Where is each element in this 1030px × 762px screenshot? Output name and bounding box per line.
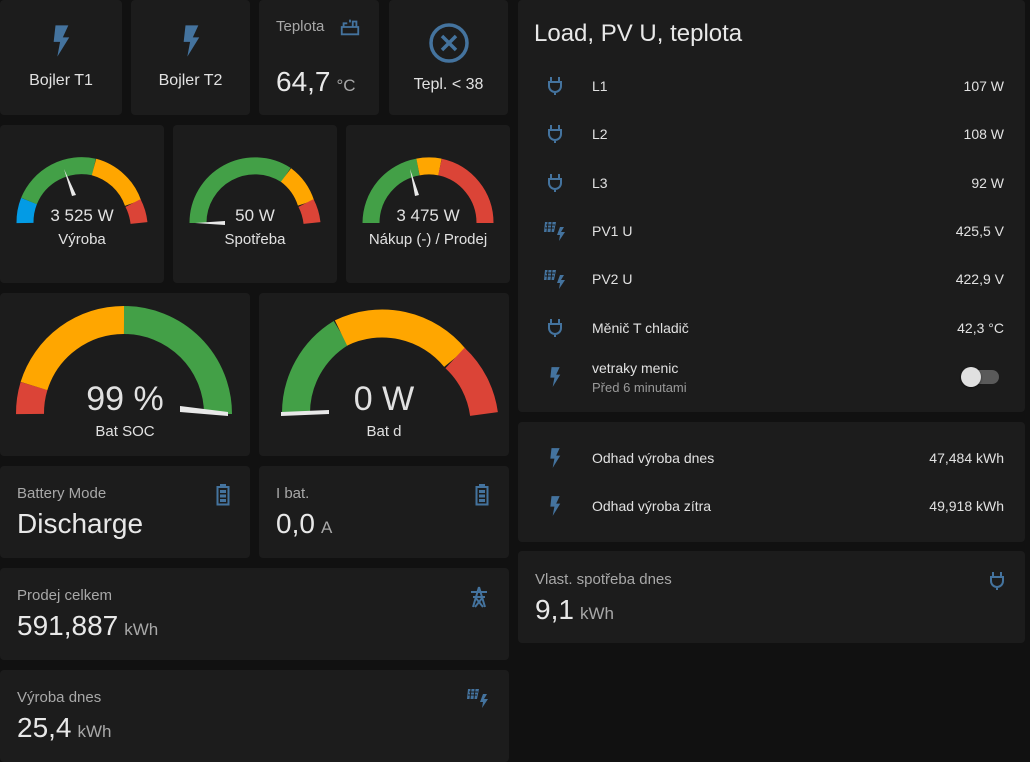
sensor-name: Battery Mode: [17, 485, 107, 502]
entity-name: Měnič T chladič: [592, 320, 689, 336]
gauge-label: Nákup (-) / Prodej: [368, 231, 488, 248]
sensor-name: Vlast. spotřeba dnes: [535, 571, 672, 588]
power-plug-icon: [542, 73, 568, 99]
sensor-value: 9,1 kWh: [535, 594, 614, 625]
entity-name: L3: [592, 175, 608, 191]
solar-power-icon: [542, 266, 568, 292]
power-plug-icon: [542, 121, 568, 147]
entity-name: PV1 U: [592, 223, 633, 239]
gauge-label: Bat SOC: [95, 423, 155, 440]
entity-value: 422,9 V: [955, 271, 1004, 287]
card-title: Load, PV U, teplota: [534, 20, 743, 47]
entity-row-menic-t[interactable]: Měnič T chladič 42,3 °C: [518, 304, 1025, 352]
entity-last-changed: Před 6 minutami: [592, 379, 687, 395]
gauge-label: Výroba: [58, 231, 106, 248]
prodej-celkem-card[interactable]: Prodej celkem 591,887 kWh: [0, 568, 509, 660]
gauge-label: Bat d: [366, 423, 402, 440]
gauge-value: 0 W: [353, 380, 415, 418]
entity-name: Odhad výroba zítra: [592, 498, 712, 514]
entity-row-l2[interactable]: L2 108 W: [518, 110, 1025, 158]
flash-icon: [0, 24, 122, 58]
entity-name: vetraky menic: [592, 359, 679, 376]
gauge-svg: [189, 157, 321, 225]
gauge-vyroba[interactable]: 3 525 W Výroba: [0, 125, 164, 283]
gauge-svg: [16, 157, 148, 225]
gauge-bat-soc[interactable]: 99 % Bat SOC: [0, 293, 250, 456]
gauge-spotreba[interactable]: 50 W Spotřeba: [173, 125, 337, 283]
power-plug-icon: [989, 571, 1005, 596]
vetraky-toggle[interactable]: [961, 367, 999, 387]
entity-row-l3[interactable]: L3 92 W: [518, 159, 1025, 207]
gauge-value: 3 525 W: [50, 206, 114, 225]
power-plug-icon: [542, 315, 568, 341]
entity-value: 107 W: [963, 78, 1004, 94]
vlast-spotreba-card[interactable]: Vlast. spotřeba dnes 9,1 kWh: [518, 551, 1025, 643]
solar-power-icon: [542, 218, 568, 244]
entity-name: Odhad výroba dnes: [592, 450, 715, 466]
battery-mode-card[interactable]: Battery Mode Discharge: [0, 466, 250, 558]
entity-value: 49,918 kWh: [929, 498, 1004, 514]
entity-name-block: vetraky menic Před 6 minutami: [592, 360, 687, 395]
sensor-value: 591,887 kWh: [17, 610, 159, 641]
entity-row-vetraky[interactable]: vetraky menic Před 6 minutami: [518, 353, 1025, 401]
entity-row-odhad-dnes[interactable]: Odhad výroba dnes 47,484 kWh: [518, 434, 1025, 482]
entity-value: 425,5 V: [955, 223, 1004, 239]
button-label: Tepl. < 38: [413, 76, 484, 93]
gauge-svg: [362, 157, 494, 224]
gauge-value: 50 W: [235, 206, 275, 225]
vyroba-dnes-card[interactable]: Výroba dnes 25,4 kWh: [0, 670, 509, 762]
button-label: Bojler T1: [29, 72, 93, 89]
entity-value: 92 W: [971, 175, 1004, 191]
sensor-name: Prodej celkem: [17, 587, 113, 604]
battery-icon: [475, 484, 489, 511]
gauge-bat-d[interactable]: 0 W Bat d: [259, 293, 509, 456]
flash-icon: [131, 24, 250, 58]
close-circle-icon: [389, 22, 508, 64]
power-plug-icon: [542, 170, 568, 196]
gauge-label: Spotřeba: [224, 231, 286, 248]
gauge-svg: [281, 309, 498, 417]
entity-name: L2: [592, 126, 608, 142]
entity-value: 108 W: [963, 126, 1004, 142]
sensor-value: Discharge: [17, 508, 144, 539]
bojler-t2-button[interactable]: Bojler T2: [131, 0, 250, 115]
entity-value: 47,484 kWh: [929, 450, 1004, 466]
gauge-nakup-prodej[interactable]: 3 475 W Nákup (-) / Prodej: [346, 125, 510, 283]
sensor-name: I bat.: [276, 485, 310, 502]
button-label: Bojler T2: [158, 72, 223, 89]
gauge-value: 99 %: [86, 380, 164, 418]
tepl-38-button[interactable]: Tepl. < 38: [389, 0, 508, 115]
solar-power-icon: [467, 688, 489, 713]
entity-row-l1[interactable]: L1 107 W: [518, 62, 1025, 110]
sensor-name: Výroba dnes: [17, 689, 102, 706]
sensor-value: 25,4 kWh: [17, 712, 112, 743]
entity-row-odhad-zitra[interactable]: Odhad výroba zítra 49,918 kWh: [518, 482, 1025, 530]
entity-name: L1: [592, 78, 608, 94]
entity-row-pv2-u[interactable]: PV2 U 422,9 V: [518, 255, 1025, 303]
transmission-tower-icon: [469, 586, 489, 613]
entity-row-pv1-u[interactable]: PV1 U 425,5 V: [518, 207, 1025, 255]
sensor-name: Teplota: [276, 18, 325, 35]
water-boiler-icon: [339, 16, 361, 43]
sensor-value: 64,7 °C: [276, 66, 356, 97]
toggle-knob: [961, 367, 981, 387]
entity-name: PV2 U: [592, 271, 633, 287]
teplota-sensor-card[interactable]: Teplota 64,7 °C: [259, 0, 379, 115]
flash-icon: [542, 445, 568, 471]
forecast-entities-card: Odhad výroba dnes 47,484 kWh Odhad výrob…: [518, 422, 1025, 542]
battery-icon: [216, 484, 230, 511]
sensor-value: 0,0 A: [276, 508, 333, 539]
gauge-svg: [16, 305, 232, 416]
gauge-value: 3 475 W: [396, 206, 460, 225]
flash-icon: [542, 493, 568, 519]
load-pv-entities-card: Load, PV U, teplota L1 107 W L2 108 W L3…: [518, 0, 1025, 412]
entity-value: 42,3 °C: [957, 320, 1004, 336]
flash-icon: [542, 364, 568, 390]
i-bat-card[interactable]: I bat. 0,0 A: [259, 466, 509, 558]
bojler-t1-button[interactable]: Bojler T1: [0, 0, 122, 115]
